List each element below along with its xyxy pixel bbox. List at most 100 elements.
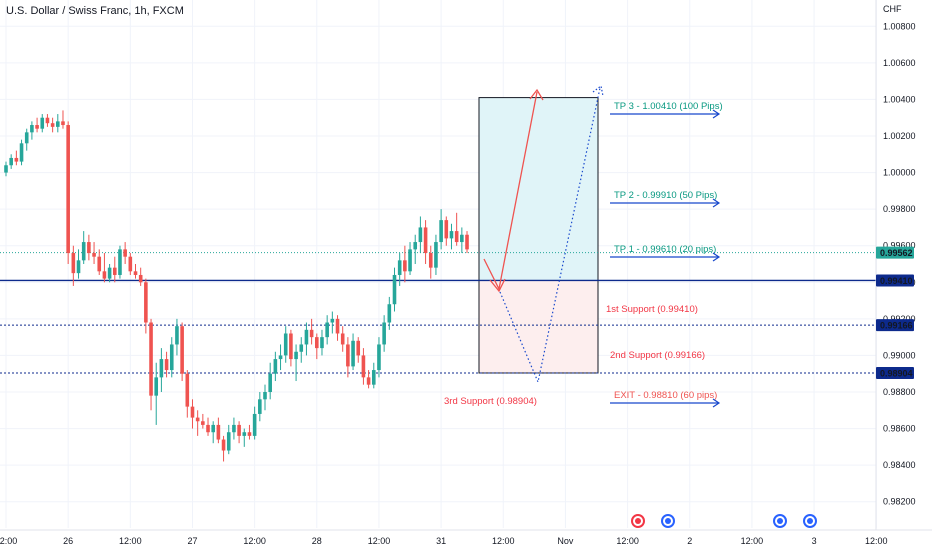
support-2-tag-text: 0.99166 — [880, 321, 913, 331]
x-tick-label: 12:00 — [492, 536, 515, 546]
candle-body — [19, 143, 24, 162]
candle-body — [87, 242, 91, 254]
candle-body — [180, 326, 184, 374]
candle-body — [428, 253, 433, 268]
candle-body — [61, 121, 65, 126]
support-2-label: 2nd Support (0.99166) — [610, 350, 705, 361]
candle-body — [118, 249, 122, 275]
candle-body — [76, 260, 81, 274]
exit-label: EXIT - 0.98810 (60 pips) — [614, 390, 717, 401]
current-price-tag-text: 0.99562 — [880, 248, 913, 258]
candle-body — [14, 157, 19, 162]
alternate-path-arrow — [499, 87, 601, 384]
candle-body — [454, 231, 459, 243]
support-1-tag — [876, 274, 914, 287]
arrowhead — [712, 198, 721, 208]
y-tick-label: 1.00800 — [883, 21, 916, 31]
candle-body — [190, 406, 195, 418]
candle-body — [71, 253, 76, 274]
arrowhead — [712, 398, 721, 408]
candle-body — [9, 157, 13, 166]
price-axis[interactable]: 0.98200 0.98400 0.98600 0.98800 0.99000 0.992… — [875, 0, 916, 530]
candle-body — [309, 329, 314, 338]
candle-body — [201, 421, 205, 425]
candle-body — [366, 377, 371, 385]
candle-body — [35, 125, 39, 129]
candle-body — [418, 227, 423, 243]
support-3-tag-text: 0.98904 — [880, 368, 913, 378]
loss-zone — [479, 280, 598, 373]
candle-body — [102, 271, 107, 279]
event-flag-dot — [777, 518, 783, 524]
candle-body — [24, 132, 29, 144]
y-tick-label: 1.00000 — [883, 168, 916, 178]
y-tick-label: 0.99000 — [883, 350, 916, 360]
candle-body — [138, 274, 143, 283]
candle-body — [112, 267, 117, 275]
x-tick-label: 31 — [436, 536, 446, 546]
candle-body — [439, 220, 443, 243]
candle-body — [56, 121, 60, 127]
candle-body — [97, 256, 102, 272]
candle-body — [133, 271, 138, 275]
x-tick-label: Nov — [557, 536, 574, 546]
candle-body — [221, 439, 226, 451]
candle-body — [289, 333, 293, 360]
support-2-tag — [876, 319, 914, 332]
x-tick-label: 12:00 — [865, 536, 888, 546]
currency-label: CHF — [883, 4, 902, 14]
candle-body — [45, 117, 50, 124]
candle-body — [361, 355, 366, 378]
candle-body — [206, 424, 210, 433]
y-tick-label: 0.98200 — [883, 497, 916, 507]
x-tick-label: 12:00 — [741, 536, 764, 546]
x-tick-label: 26 — [63, 536, 73, 546]
tp1-label: TP 1 - 0.99610 (20 pips) — [614, 244, 716, 255]
time-axis[interactable]: 12:00 26 12:00 27 12:00 28 12:00 31 12:00 Nov 12:0… — [0, 529, 932, 546]
candle-body — [351, 340, 355, 367]
chart-title: U.S. Dollar / Swiss Franc, 1h, FXCM — [6, 5, 184, 17]
candle-body — [465, 234, 469, 250]
candle-body — [325, 322, 329, 338]
candle-body — [356, 340, 361, 356]
candle-body — [408, 249, 412, 272]
candle-body — [30, 125, 34, 133]
trade-zone — [478, 97, 599, 374]
candle-body — [258, 399, 262, 414]
candle-body — [403, 260, 407, 272]
candle-body — [4, 165, 8, 173]
y-tick-label: 1.00400 — [883, 94, 916, 104]
candle-body — [185, 373, 190, 407]
candle-body — [237, 424, 241, 436]
y-tick-label: 0.99600 — [883, 241, 916, 251]
candle-body — [387, 304, 392, 323]
bullish-path-arrow — [483, 91, 538, 292]
y-tick-label: 1.00200 — [883, 131, 916, 141]
candle-body — [377, 344, 381, 371]
tp2-label: TP 2 - 0.99910 (50 Pips) — [614, 190, 717, 201]
candle-body — [335, 318, 340, 334]
candle-body — [294, 351, 298, 360]
target-labels: TP 3 - 1.00410 (100 Pips) TP 2 - 0.99910 … — [444, 101, 723, 408]
candle-body — [371, 370, 376, 385]
candle-body — [81, 242, 86, 261]
candle-body — [283, 333, 288, 356]
x-tick-label: 3 — [812, 536, 817, 546]
y-tick-label: 0.98600 — [883, 424, 916, 434]
candle-body — [226, 432, 231, 451]
candle-body — [304, 329, 309, 345]
candle-body — [330, 318, 335, 323]
candle-body — [340, 333, 345, 345]
candle-body — [107, 267, 112, 279]
candle-body — [278, 355, 283, 360]
arrowhead — [712, 109, 721, 119]
event-markers[interactable] — [631, 514, 817, 528]
profit-zone — [479, 97, 598, 281]
candle-body — [320, 337, 324, 349]
candle-body — [346, 344, 350, 367]
event-flag-dot — [635, 518, 641, 524]
y-tick-label: 0.99200 — [883, 314, 916, 324]
arrowhead — [712, 252, 721, 262]
